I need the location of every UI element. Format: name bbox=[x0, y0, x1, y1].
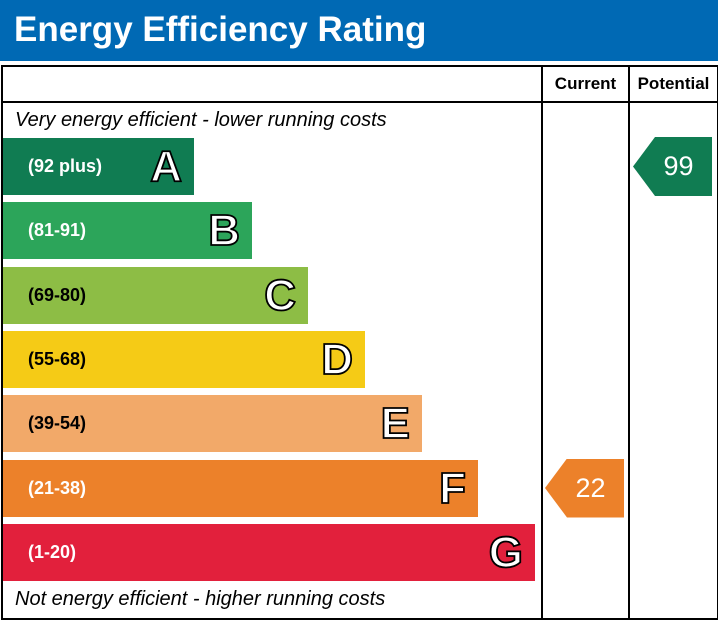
title-banner: Energy Efficiency Rating bbox=[0, 0, 718, 61]
band-e: (39-54) E bbox=[3, 395, 422, 453]
band-d-letter: D bbox=[320, 334, 354, 385]
band-f-letter: F bbox=[438, 463, 467, 514]
band-g-range: (1-20) bbox=[28, 541, 77, 562]
band-f-range: (21-38) bbox=[28, 477, 87, 498]
band-a: (92 plus) A bbox=[3, 138, 194, 195]
band-b: (81-91) B bbox=[3, 202, 252, 260]
current-rating-arrow: 22 bbox=[545, 458, 624, 518]
band-c: (69-80) C bbox=[3, 266, 308, 324]
band-e-range: (39-54) bbox=[28, 413, 87, 434]
band-b-letter: B bbox=[207, 205, 241, 256]
band-d-range: (55-68) bbox=[28, 348, 87, 369]
potential-column-header: Potential bbox=[637, 74, 710, 93]
band-a-range: (92 plus) bbox=[28, 156, 103, 176]
potential-rating-value: 99 bbox=[663, 151, 694, 181]
band-e-letter: E bbox=[380, 398, 411, 449]
band-c-range: (69-80) bbox=[28, 284, 87, 305]
band-g: (1-20) G bbox=[3, 523, 535, 581]
band-a-letter: A bbox=[149, 141, 183, 192]
band-c-letter: C bbox=[263, 270, 297, 321]
band-d: (55-68) D bbox=[3, 330, 365, 388]
header-row-divider bbox=[1, 101, 717, 103]
current-column-divider bbox=[541, 65, 543, 620]
bottom-note: Not energy efficient - higher running co… bbox=[15, 588, 386, 610]
current-column-header: Current bbox=[554, 74, 617, 93]
page-title: Energy Efficiency Rating bbox=[14, 10, 427, 49]
potential-column-divider bbox=[628, 65, 630, 620]
band-f: (21-38) F bbox=[3, 459, 478, 517]
top-note: Very energy efficient - lower running co… bbox=[15, 109, 387, 131]
band-b-range: (81-91) bbox=[28, 220, 87, 241]
current-rating-value: 22 bbox=[575, 472, 606, 503]
band-g-letter: G bbox=[488, 527, 524, 578]
